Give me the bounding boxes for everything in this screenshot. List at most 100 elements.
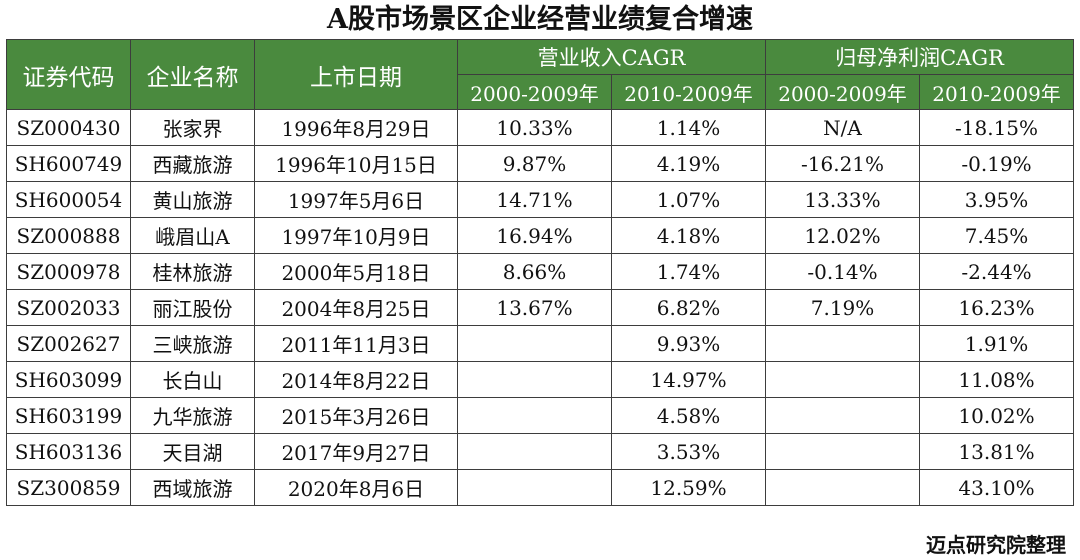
cell-code: SH603136 <box>6 433 131 470</box>
cell-prof1 <box>765 433 921 470</box>
header-name: 企业名称 <box>130 39 255 110</box>
table-row: SH603099 长白山 2014年8月22日 14.97% 11.08% <box>6 361 1075 398</box>
cell-name: 西藏旅游 <box>130 145 255 182</box>
table-row: SH603136 天目湖 2017年9月27日 3.53% 13.81% <box>6 433 1075 470</box>
cell-name: 黄山旅游 <box>130 181 255 218</box>
header-revenue-cagr: 营业收入CAGR <box>456 39 767 75</box>
cell-prof2: 3.95% <box>919 181 1075 218</box>
cell-date: 2020年8月6日 <box>254 469 458 506</box>
cell-rev2: 12.59% <box>610 469 767 506</box>
cell-prof1: 12.02% <box>765 217 921 254</box>
cell-prof2: 43.10% <box>919 469 1075 506</box>
cell-rev2: 4.18% <box>610 217 767 254</box>
cell-code: SH600054 <box>6 181 131 218</box>
cell-name: 天目湖 <box>130 433 255 470</box>
cell-date: 1996年8月29日 <box>254 109 458 146</box>
cell-rev2: 1.14% <box>610 109 767 146</box>
cell-prof2: 10.02% <box>919 397 1075 434</box>
cell-rev2: 9.93% <box>610 325 767 362</box>
cell-name: 三峡旅游 <box>130 325 255 362</box>
table-row: SH600749 西藏旅游 1996年10月15日 9.87% 4.19% -1… <box>6 145 1075 182</box>
cell-prof1: -0.14% <box>765 253 921 290</box>
cell-rev2: 14.97% <box>610 361 767 398</box>
cell-rev1 <box>457 361 612 398</box>
table-row: SZ002033 丽江股份 2004年8月25日 13.67% 6.82% 7.… <box>6 289 1075 326</box>
table-row: SZ002627 三峡旅游 2011年11月3日 9.93% 1.91% <box>6 325 1075 362</box>
cell-code: SZ002033 <box>6 289 131 326</box>
header-profit-period-2: 2010-2009年 <box>919 74 1075 110</box>
cell-rev1: 16.94% <box>457 217 612 254</box>
cell-date: 1997年10月9日 <box>254 217 458 254</box>
cell-rev2: 1.74% <box>610 253 767 290</box>
table-row: SZ000430 张家界 1996年8月29日 10.33% 1.14% N/A… <box>6 109 1075 146</box>
cell-prof2: 1.91% <box>919 325 1075 362</box>
cell-name: 西域旅游 <box>130 469 255 506</box>
cell-name: 九华旅游 <box>130 397 255 434</box>
cell-code: SZ000978 <box>6 253 131 290</box>
cell-prof2: 16.23% <box>919 289 1075 326</box>
cell-rev2: 1.07% <box>610 181 767 218</box>
cell-prof2: -18.15% <box>919 109 1075 146</box>
cell-rev1 <box>457 325 612 362</box>
table-row: SH603199 九华旅游 2015年3月26日 4.58% 10.02% <box>6 397 1075 434</box>
cell-date: 2011年11月3日 <box>254 325 458 362</box>
cell-rev1: 13.67% <box>457 289 612 326</box>
cell-prof1 <box>765 469 921 506</box>
cell-rev1: 10.33% <box>457 109 612 146</box>
cell-name: 张家界 <box>130 109 255 146</box>
table-row: SZ300859 西域旅游 2020年8月6日 12.59% 43.10% <box>6 469 1075 506</box>
cell-prof1: 7.19% <box>765 289 921 326</box>
cell-rev2: 4.58% <box>610 397 767 434</box>
cell-name: 桂林旅游 <box>130 253 255 290</box>
cell-rev1: 14.71% <box>457 181 612 218</box>
cell-name: 丽江股份 <box>130 289 255 326</box>
cell-prof1 <box>765 325 921 362</box>
cell-rev1 <box>457 433 612 470</box>
cell-rev2: 4.19% <box>610 145 767 182</box>
cell-date: 2015年3月26日 <box>254 397 458 434</box>
cell-prof1 <box>765 361 921 398</box>
cell-prof2: 7.45% <box>919 217 1075 254</box>
cell-code: SH603199 <box>6 397 131 434</box>
cell-date: 2000年5月18日 <box>254 253 458 290</box>
cell-rev1 <box>457 397 612 434</box>
cell-date: 2014年8月22日 <box>254 361 458 398</box>
table-row: SH600054 黄山旅游 1997年5月6日 14.71% 1.07% 13.… <box>6 181 1075 218</box>
cell-date: 1996年10月15日 <box>254 145 458 182</box>
cagr-table: 证券代码 企业名称 上市日期 营业收入CAGR 归母净利润CAGR 2000-2… <box>6 39 1075 506</box>
header-listing-date: 上市日期 <box>254 39 458 110</box>
cell-code: SZ300859 <box>6 469 131 506</box>
cell-code: SZ002627 <box>6 325 131 362</box>
cell-code: SZ000430 <box>6 109 131 146</box>
cell-name: 峨眉山A <box>130 217 255 254</box>
cell-prof1: 13.33% <box>765 181 921 218</box>
cell-prof1: -16.21% <box>765 145 921 182</box>
cell-prof2: -0.19% <box>919 145 1075 182</box>
cell-rev2: 6.82% <box>610 289 767 326</box>
cell-prof1: N/A <box>765 109 921 146</box>
source-note: 迈点研究院整理 <box>926 533 1066 557</box>
cell-rev1 <box>457 469 612 506</box>
cell-code: SH600749 <box>6 145 131 182</box>
cell-rev2: 3.53% <box>610 433 767 470</box>
cell-date: 2004年8月25日 <box>254 289 458 326</box>
header-code: 证券代码 <box>6 39 131 110</box>
cell-rev1: 9.87% <box>457 145 612 182</box>
cell-prof1 <box>765 397 921 434</box>
cell-date: 1997年5月6日 <box>254 181 458 218</box>
table-row: SZ000978 桂林旅游 2000年5月18日 8.66% 1.74% -0.… <box>6 253 1075 290</box>
cell-rev1: 8.66% <box>457 253 612 290</box>
cell-code: SH603099 <box>6 361 131 398</box>
cell-code: SZ000888 <box>6 217 131 254</box>
cell-prof2: 11.08% <box>919 361 1075 398</box>
header-profit-cagr: 归母净利润CAGR <box>765 39 1075 75</box>
table-title: A股市场景区企业经营业绩复合增速 <box>327 4 753 35</box>
header-revenue-period-2: 2010-2009年 <box>610 74 767 110</box>
cell-prof2: 13.81% <box>919 433 1075 470</box>
cell-date: 2017年9月27日 <box>254 433 458 470</box>
table-row: SZ000888 峨眉山A 1997年10月9日 16.94% 4.18% 12… <box>6 217 1075 254</box>
header-profit-period-1: 2000-2009年 <box>765 74 921 110</box>
cell-name: 长白山 <box>130 361 255 398</box>
header-revenue-period-1: 2000-2009年 <box>457 74 612 110</box>
cell-prof2: -2.44% <box>919 253 1075 290</box>
